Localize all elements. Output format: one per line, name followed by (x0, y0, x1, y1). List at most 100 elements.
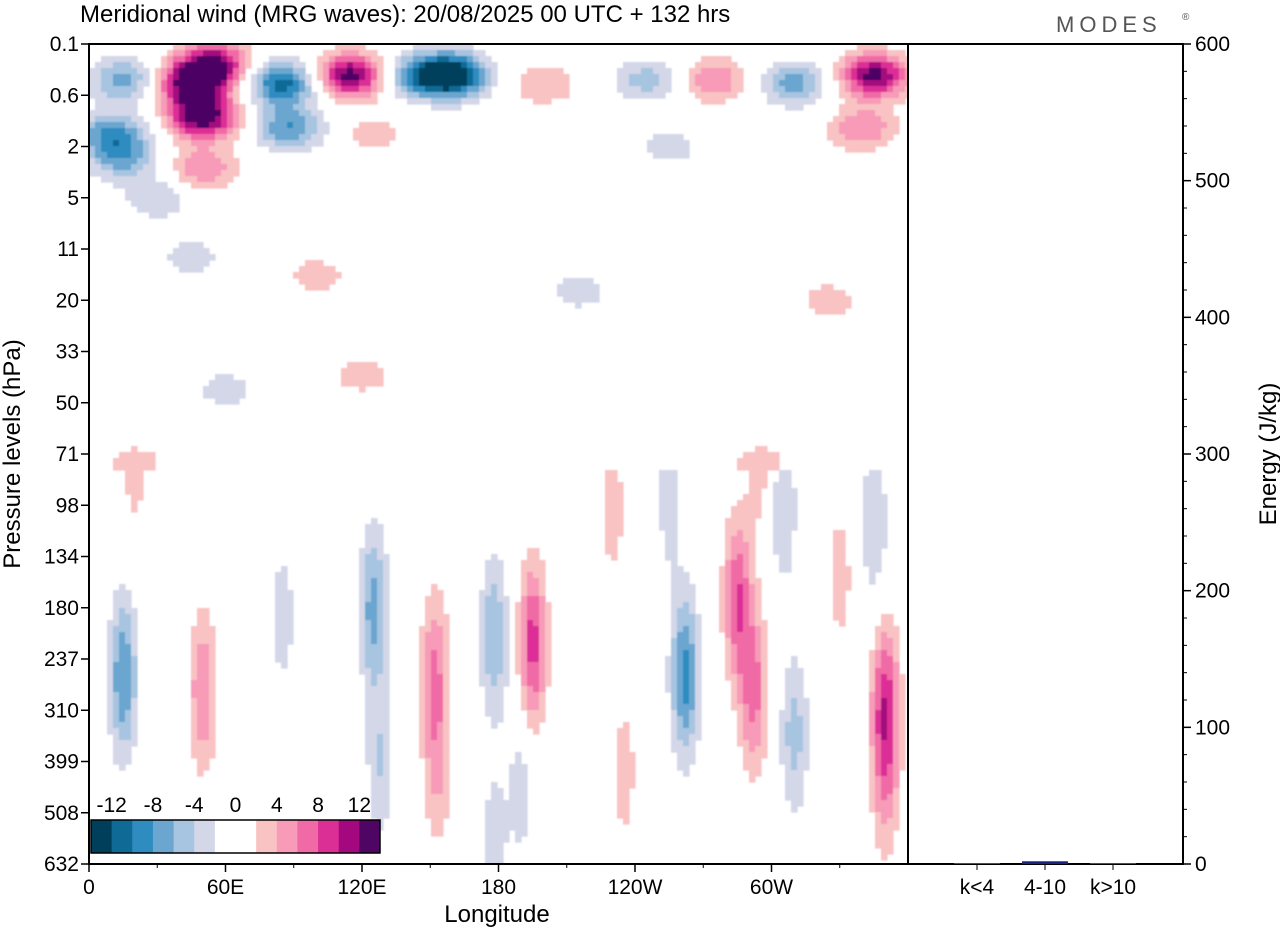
field-cell (869, 752, 876, 759)
field-cell (131, 632, 138, 639)
field-cell (377, 716, 384, 723)
field-cell (317, 134, 324, 141)
field-cell (719, 98, 726, 105)
field-cell (755, 740, 762, 747)
field-cell (359, 554, 366, 561)
field-cell (521, 674, 528, 681)
field-cell (497, 668, 504, 675)
field-cell (281, 614, 288, 621)
field-cell (659, 476, 666, 483)
field-cell (779, 86, 786, 93)
field-cell (125, 74, 132, 81)
field-cell (119, 146, 126, 153)
field-cell (491, 578, 498, 585)
field-cell (443, 668, 450, 675)
field-cell (605, 518, 612, 525)
field-cell (677, 704, 684, 711)
field-cell (533, 572, 540, 579)
field-cell (503, 674, 510, 681)
field-cell (515, 776, 522, 783)
field-cell (851, 128, 858, 135)
field-cell (677, 656, 684, 663)
field-cell (743, 536, 750, 543)
field-cell (761, 470, 768, 477)
field-cell (497, 836, 504, 843)
field-cell (881, 656, 888, 663)
field-cell (143, 152, 150, 159)
field-cell (485, 626, 492, 633)
field-cell (875, 524, 882, 531)
field-cell (545, 80, 552, 87)
field-cell (191, 86, 198, 93)
field-cell (173, 98, 180, 105)
field-cell (695, 716, 702, 723)
field-cell (329, 80, 336, 87)
field-cell (125, 158, 132, 165)
energy-bars: k<4 4-10 k>10 (954, 861, 1136, 899)
field-cell (227, 158, 234, 165)
field-cell (611, 542, 618, 549)
field-cell (695, 62, 702, 69)
field-cell (341, 380, 348, 387)
field-cell (125, 488, 132, 495)
field-cell (377, 692, 384, 699)
field-cell (839, 302, 846, 309)
field-cell (383, 566, 390, 573)
field-cell (215, 56, 222, 63)
field-cell (527, 566, 534, 573)
field-cell (125, 716, 132, 723)
field-cell (119, 638, 126, 645)
field-cell (665, 476, 672, 483)
field-cell (449, 68, 456, 75)
field-cell (347, 86, 354, 93)
field-cell (803, 740, 810, 747)
field-cell (839, 62, 846, 69)
field-cell (485, 578, 492, 585)
field-cell (683, 140, 690, 147)
field-cell (641, 62, 648, 69)
field-cell (527, 638, 534, 645)
field-cell (497, 848, 504, 855)
x-tick-label: 60W (750, 876, 793, 899)
field-cell (281, 92, 288, 99)
energy-bar (1090, 863, 1136, 864)
field-cell (875, 68, 882, 75)
field-cell (239, 62, 246, 69)
field-cell (845, 116, 852, 123)
field-cell (695, 644, 702, 651)
field-cell (119, 674, 126, 681)
field-cell (317, 266, 324, 273)
field-cell (515, 644, 522, 651)
field-cell (623, 74, 630, 81)
field-cell (893, 656, 900, 663)
field-cell (791, 788, 798, 795)
field-cell (293, 74, 300, 81)
field-cell (443, 644, 450, 651)
field-cell (197, 746, 204, 753)
field-cell (647, 140, 654, 147)
field-cell (707, 62, 714, 69)
field-cell (845, 140, 852, 147)
field-cell (773, 452, 780, 459)
field-cell (101, 98, 108, 105)
field-cell (443, 104, 450, 111)
field-cell (671, 662, 678, 669)
field-cell (323, 128, 330, 135)
field-cell (425, 626, 432, 633)
field-cell (869, 668, 876, 675)
field-cell (365, 92, 372, 99)
field-cell (569, 290, 576, 297)
field-cell (203, 164, 210, 171)
field-cell (641, 92, 648, 99)
field-cell (497, 800, 504, 807)
field-cell (155, 86, 162, 93)
field-cell (749, 770, 756, 777)
field-cell (881, 80, 888, 87)
field-cell (785, 500, 792, 507)
field-cell (209, 386, 216, 393)
field-cell (125, 746, 132, 753)
field-cell (311, 122, 318, 129)
field-cell (743, 602, 750, 609)
field-cell (137, 62, 144, 69)
field-cell (515, 824, 522, 831)
